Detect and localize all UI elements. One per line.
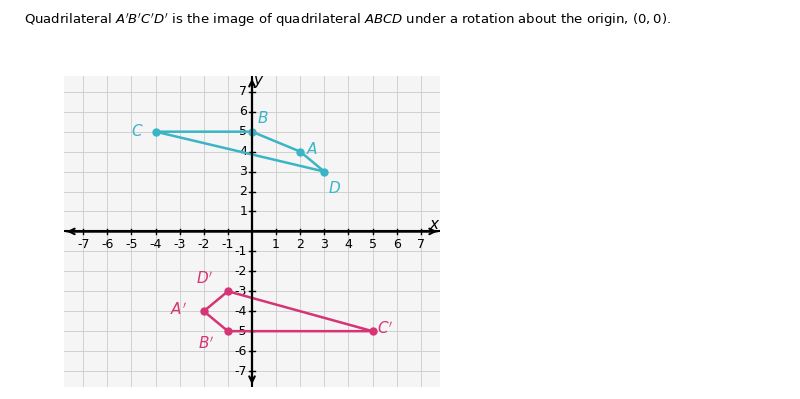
Text: $A$: $A$: [306, 140, 318, 157]
Text: $x$: $x$: [430, 217, 441, 232]
Text: -5: -5: [234, 325, 247, 338]
Text: -6: -6: [101, 238, 114, 251]
Text: $A'$: $A'$: [170, 301, 187, 318]
Text: 4: 4: [345, 238, 352, 251]
Text: $y$: $y$: [254, 74, 265, 90]
Text: -1: -1: [222, 238, 234, 251]
Text: Quadrilateral $A'B'C'D'$ is the image of quadrilateral $ABCD$ under a rotation a: Quadrilateral $A'B'C'D'$ is the image of…: [24, 12, 671, 30]
Text: 4: 4: [239, 145, 247, 158]
Text: 2: 2: [239, 185, 247, 198]
Text: 2: 2: [296, 238, 304, 251]
Text: -7: -7: [234, 365, 247, 377]
Text: 6: 6: [239, 105, 247, 118]
Text: 3: 3: [320, 238, 328, 251]
Text: -2: -2: [235, 265, 247, 278]
Text: -4: -4: [150, 238, 162, 251]
Text: $B'$: $B'$: [198, 335, 214, 352]
Text: -7: -7: [77, 238, 90, 251]
Text: $D$: $D$: [328, 180, 341, 196]
Text: -2: -2: [198, 238, 210, 251]
Text: 3: 3: [239, 165, 247, 178]
Text: $C$: $C$: [131, 122, 143, 139]
Text: 7: 7: [239, 85, 247, 98]
Text: $D'$: $D'$: [196, 271, 214, 287]
Text: $B$: $B$: [257, 110, 268, 126]
Text: 5: 5: [369, 238, 377, 251]
Text: -3: -3: [174, 238, 186, 251]
Text: 1: 1: [272, 238, 280, 251]
Text: 7: 7: [417, 238, 425, 251]
Text: -5: -5: [126, 238, 138, 251]
Text: -4: -4: [235, 305, 247, 318]
Text: $C'$: $C'$: [378, 321, 394, 338]
Text: -3: -3: [235, 285, 247, 298]
Text: 5: 5: [239, 125, 247, 138]
Text: 6: 6: [393, 238, 401, 251]
Text: 1: 1: [239, 205, 247, 218]
Text: -6: -6: [235, 345, 247, 358]
Text: -1: -1: [235, 245, 247, 258]
